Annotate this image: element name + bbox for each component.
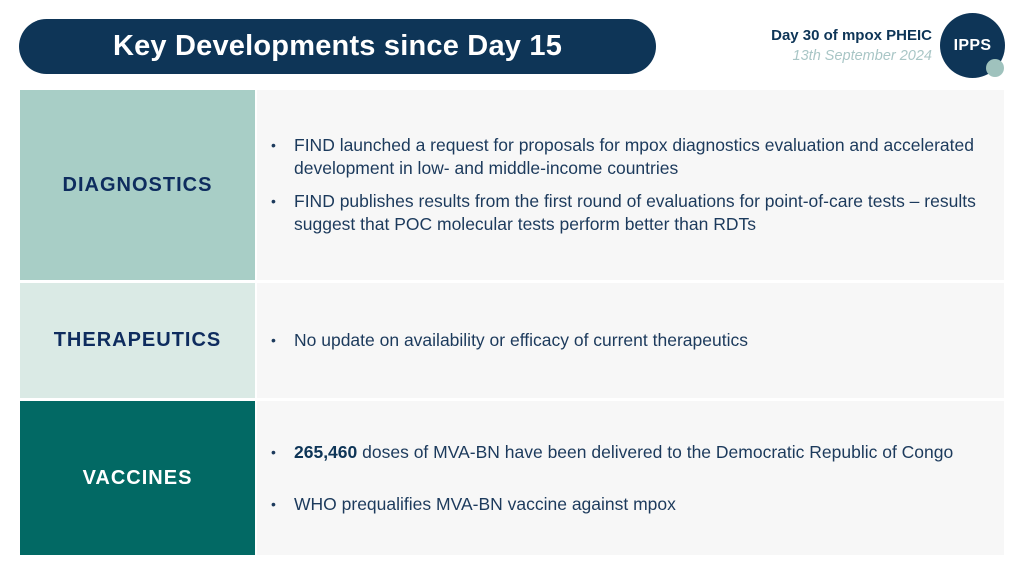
bullet-icon: • [271,443,276,460]
section-diagnostics: DIAGNOSTICS • FIND launched a request fo… [20,90,1004,280]
section-therapeutics: THERAPEUTICS • No update on availability… [20,283,1004,398]
section-label-therapeutics: THERAPEUTICS [20,283,255,398]
bullet-icon: • [271,137,276,153]
bullet-text: 265,460 doses of MVA-BN have been delive… [294,441,953,464]
bullet-icon: • [271,495,276,512]
day-info: Day 30 of mpox PHEIC 13th September 2024 [771,26,932,66]
list-item: • FIND launched a request for proposals … [271,134,984,180]
bullet-text: No update on availability or efficacy of… [294,330,748,350]
bullet-icon: • [271,193,276,209]
date-label: 13th September 2024 [792,48,932,64]
day-label: Day 30 of mpox PHEIC [771,27,932,44]
section-label-vaccines: VACCINES [20,401,255,555]
section-label-diagnostics: DIAGNOSTICS [20,90,255,280]
bullet-icon: • [271,332,276,348]
dose-count: 265,460 [294,441,358,462]
page-title: Key Developments since Day 15 [112,30,563,62]
section-content-vaccines: • 265,460 doses of MVA-BN have been deli… [257,401,1004,555]
dose-text: doses of MVA-BN have been delivered to t… [357,441,954,462]
ipps-logo: IPPS [940,13,1005,78]
bullet-text: FIND publishes results from the first ro… [294,191,976,234]
list-item: • No update on availability or efficacy … [271,329,984,352]
section-content-therapeutics: • No update on availability or efficacy … [257,283,1004,398]
section-vaccines: VACCINES • 265,460 doses of MVA-BN have … [20,401,1004,555]
logo-text: IPPS [953,36,992,54]
logo-accent-dot-icon [986,59,1004,77]
title-banner: Key Developments since Day 15 [19,19,656,74]
list-item: • FIND publishes results from the first … [271,190,984,236]
bullet-text: WHO prequalifies MVA-BN vaccine against … [294,493,676,514]
list-item: • WHO prequalifies MVA-BN vaccine agains… [271,493,984,516]
section-content-diagnostics: • FIND launched a request for proposals … [257,90,1004,280]
list-item: • 265,460 doses of MVA-BN have been deli… [271,441,984,464]
bullet-text: FIND launched a request for proposals fo… [294,135,974,178]
